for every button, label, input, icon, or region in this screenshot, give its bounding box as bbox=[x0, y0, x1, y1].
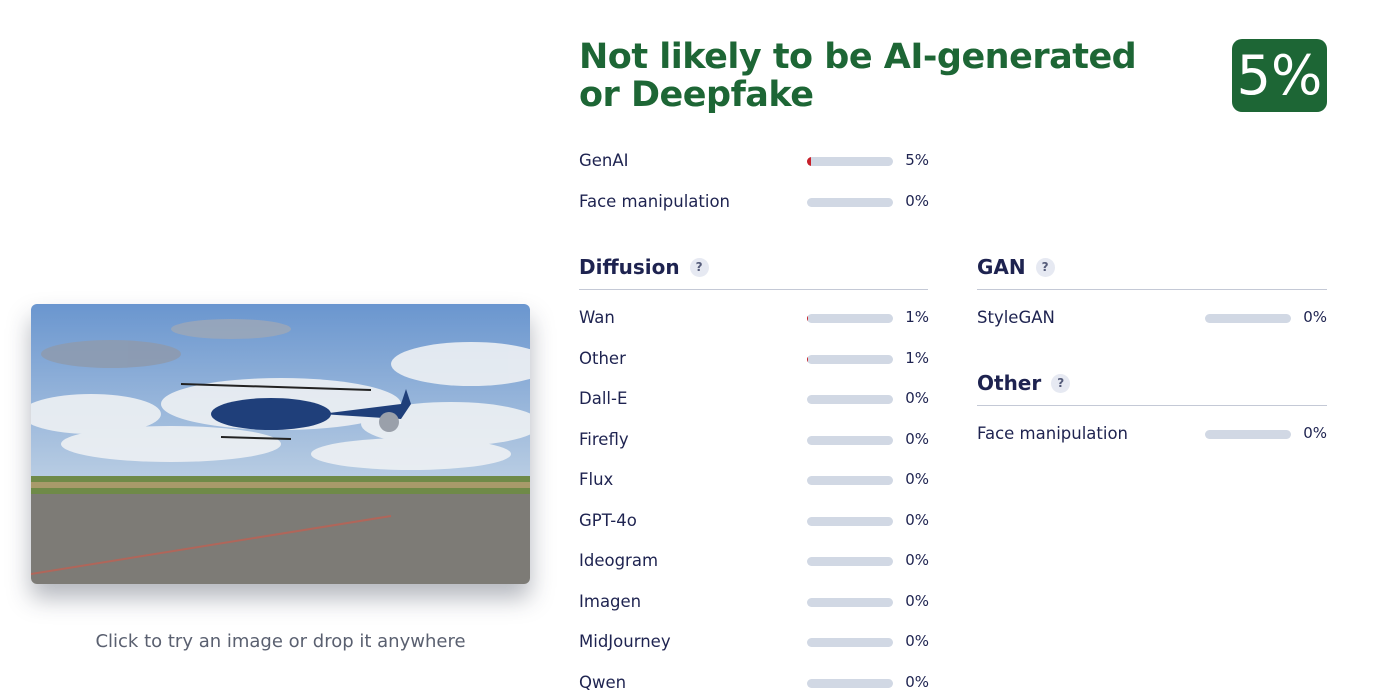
help-icon[interactable]: ? bbox=[689, 258, 709, 277]
row-label: Dall-E bbox=[579, 389, 628, 408]
row-percent: 0% bbox=[905, 510, 929, 529]
score-row: Dall-E 0% bbox=[579, 389, 939, 411]
score-row: Face manipulation 0% bbox=[579, 192, 939, 214]
score-row: Firefly 0% bbox=[579, 430, 939, 452]
helicopter bbox=[180, 383, 411, 440]
progress-fill bbox=[807, 314, 808, 323]
verdict-title: Not likely to be AI-generated or Deepfak… bbox=[579, 37, 1137, 115]
row-percent: 1% bbox=[905, 348, 929, 367]
progress-bar bbox=[807, 557, 893, 566]
help-icon[interactable]: ? bbox=[1051, 374, 1071, 393]
section-diffusion: Diffusion? bbox=[579, 255, 928, 290]
section-other: Other? bbox=[977, 371, 1327, 406]
score-row: Flux 0% bbox=[579, 470, 939, 492]
progress-bar bbox=[807, 395, 893, 404]
progress-bar bbox=[807, 314, 893, 323]
row-label: Flux bbox=[579, 470, 614, 489]
score-row: Ideogram 0% bbox=[579, 551, 939, 573]
progress-fill bbox=[807, 157, 812, 166]
score-badge: 5% bbox=[1232, 39, 1327, 112]
progress-bar bbox=[807, 597, 893, 607]
help-icon[interactable]: ? bbox=[1035, 258, 1055, 277]
row-label: Imagen bbox=[579, 591, 642, 611]
row-label: Ideogram bbox=[579, 551, 659, 570]
progress-bar bbox=[1205, 314, 1291, 323]
progress-bar bbox=[1205, 430, 1291, 439]
uploaded-image[interactable] bbox=[31, 304, 530, 584]
section-gan: GAN? bbox=[977, 255, 1327, 290]
progress-bar bbox=[807, 638, 893, 647]
progress-fill bbox=[807, 354, 808, 364]
section-title: Other bbox=[977, 371, 1042, 395]
row-percent: 0% bbox=[905, 389, 929, 407]
row-percent: 0% bbox=[905, 429, 929, 448]
score-row: Wan 1% bbox=[579, 308, 939, 330]
row-label: Wan bbox=[579, 308, 615, 327]
score-row: Imagen 0% bbox=[579, 592, 939, 614]
progress-bar bbox=[807, 157, 893, 166]
row-percent: 0% bbox=[905, 591, 929, 610]
row-percent: 0% bbox=[905, 672, 929, 691]
row-label: Face manipulation bbox=[977, 424, 1129, 443]
row-percent: 1% bbox=[905, 308, 929, 326]
row-percent: 0% bbox=[1303, 424, 1327, 442]
row-percent: 0% bbox=[905, 192, 929, 210]
row-label: MidJourney bbox=[579, 632, 671, 651]
score-row: Other 1% bbox=[579, 349, 939, 371]
score-row: GPT-4o 0% bbox=[579, 511, 939, 533]
row-label: Face manipulation bbox=[579, 192, 731, 211]
row-percent: 5% bbox=[905, 151, 929, 169]
row-label: Firefly bbox=[579, 429, 629, 449]
row-percent: 0% bbox=[905, 551, 929, 569]
row-label: GenAI bbox=[579, 151, 629, 170]
row-label: StyleGAN bbox=[977, 308, 1055, 327]
section-title: Diffusion bbox=[579, 255, 680, 279]
section-title: GAN bbox=[977, 255, 1026, 279]
row-percent: 0% bbox=[905, 632, 929, 650]
row-label: Qwen bbox=[579, 672, 627, 692]
progress-bar bbox=[807, 516, 893, 526]
row-label: Other bbox=[579, 348, 626, 368]
progress-bar bbox=[807, 354, 893, 364]
progress-bar bbox=[807, 198, 893, 207]
score-row: MidJourney 0% bbox=[579, 632, 939, 654]
score-row: Face manipulation 0% bbox=[977, 424, 1337, 446]
row-percent: 0% bbox=[1303, 308, 1327, 326]
progress-bar bbox=[807, 435, 893, 445]
score-row: Qwen 0% bbox=[579, 673, 939, 695]
progress-bar bbox=[807, 678, 893, 688]
score-row: StyleGAN 0% bbox=[977, 308, 1337, 330]
row-percent: 0% bbox=[905, 470, 929, 488]
row-label: GPT-4o bbox=[579, 510, 637, 530]
score-row: GenAI 5% bbox=[579, 151, 939, 173]
upload-hint[interactable]: Click to try an image or drop it anywher… bbox=[95, 631, 466, 652]
progress-bar bbox=[807, 476, 893, 485]
